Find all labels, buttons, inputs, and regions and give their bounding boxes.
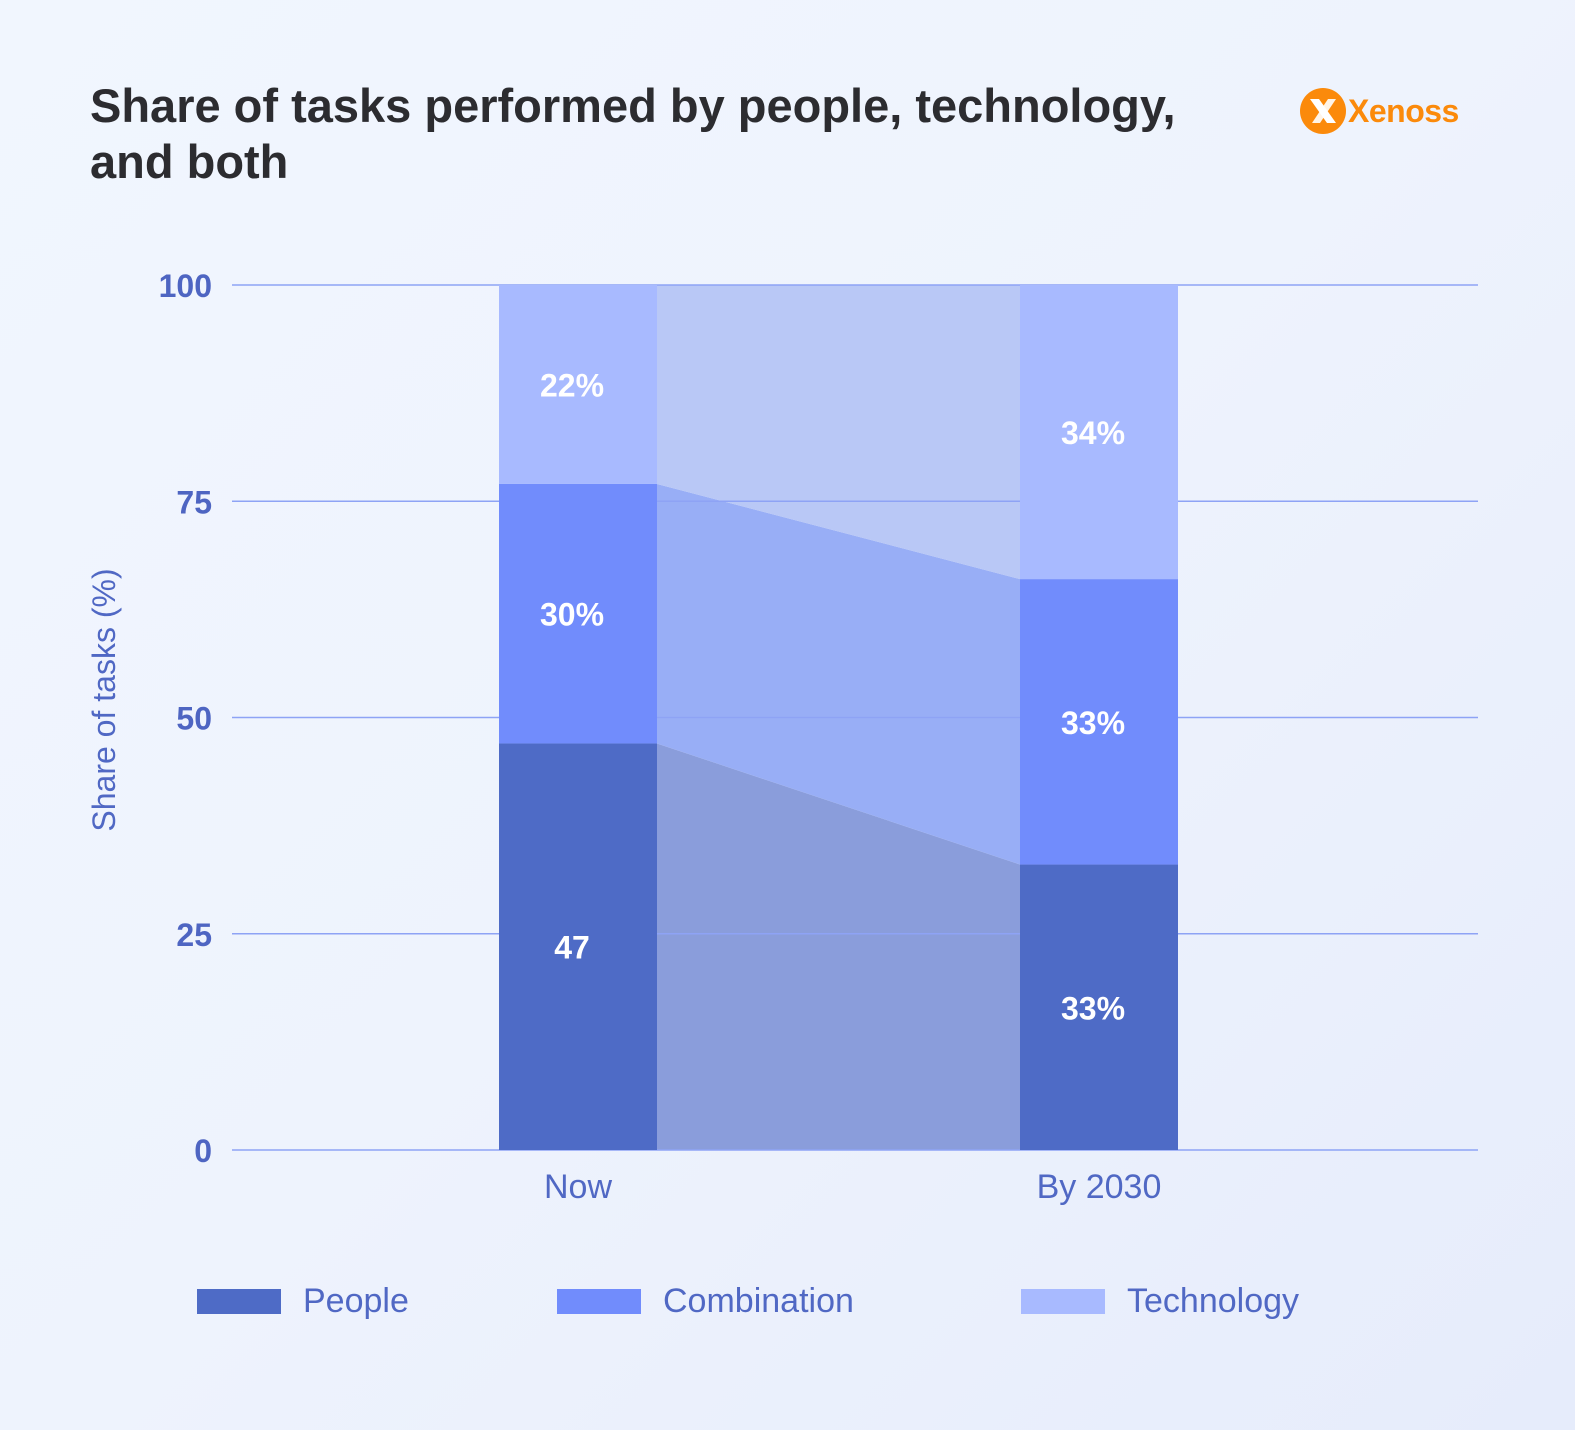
legend-item-technology: Technology	[1021, 1282, 1299, 1321]
legend-label: Technology	[1127, 1282, 1300, 1320]
legend-label: Combination	[663, 1282, 854, 1320]
data-label: 47	[554, 930, 590, 966]
bar-segment-technology	[499, 285, 657, 484]
xenoss-logo-icon	[1300, 88, 1346, 134]
legend-swatch	[197, 1289, 281, 1314]
bar-segment-combination	[499, 483, 657, 744]
xenoss-logo: Xenoss	[1300, 88, 1459, 134]
legend: People Combination Technology	[0, 1282, 1575, 1326]
legend-item-people: People	[197, 1282, 409, 1321]
y-tick-label: 100	[159, 268, 212, 304]
legend-label: People	[303, 1282, 409, 1320]
data-label: 30%	[540, 597, 604, 633]
y-tick-label: 75	[176, 484, 212, 520]
flow-band-people	[657, 743, 1020, 1150]
bar-segment-people	[499, 743, 657, 1150]
flow-band-combination	[657, 483, 1020, 865]
y-axis-label: Share of tasks (%)	[86, 568, 122, 831]
bar-segment-people	[1020, 864, 1178, 1150]
data-label: 22%	[540, 367, 604, 403]
bar-segment-technology	[1020, 285, 1178, 580]
flow-band-technology	[657, 285, 1020, 580]
y-tick-label: 25	[176, 917, 212, 953]
y-tick-label: 0	[194, 1133, 212, 1169]
data-label: 34%	[1061, 415, 1125, 451]
legend-swatch	[1021, 1289, 1105, 1314]
x-tick-label: Now	[544, 1168, 612, 1206]
data-label: 33%	[1061, 705, 1125, 741]
data-label: 33%	[1061, 990, 1125, 1026]
legend-swatch	[557, 1289, 641, 1314]
logo-text: Xenoss	[1348, 92, 1459, 129]
y-tick-label: 50	[176, 701, 212, 737]
bar-segment-combination	[1020, 579, 1178, 865]
legend-item-combination: Combination	[557, 1282, 854, 1321]
chart-title: Share of tasks performed by people, tech…	[90, 79, 1176, 188]
x-tick-label: By 2030	[1037, 1168, 1162, 1206]
